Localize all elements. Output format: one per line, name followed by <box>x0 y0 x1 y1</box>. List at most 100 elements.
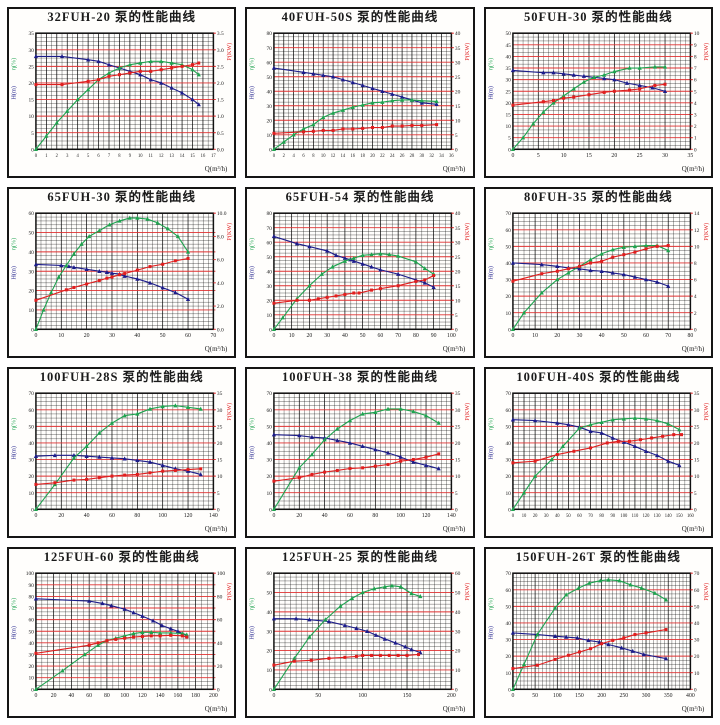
svg-text:120: 120 <box>642 514 650 519</box>
svg-text:70: 70 <box>505 211 511 217</box>
svg-text:20: 20 <box>58 513 64 519</box>
svg-text:70: 70 <box>588 514 593 519</box>
svg-text:10: 10 <box>694 244 700 250</box>
svg-text:0: 0 <box>455 147 458 153</box>
svg-text:60: 60 <box>267 60 273 66</box>
pump-performance-chart: 0 5 10 15 20 25 30 3505101520253035404550012345… <box>487 31 709 173</box>
svg-text:60: 60 <box>694 588 700 594</box>
svg-text:20: 20 <box>505 474 511 480</box>
svg-text:2: 2 <box>56 154 59 159</box>
svg-text:20: 20 <box>455 269 461 275</box>
svg-text:0: 0 <box>273 154 276 159</box>
chart-title: 32FUH-20 泵的性能曲线 <box>47 10 196 24</box>
svg-text:2: 2 <box>694 124 697 130</box>
power-axis-label: P(KW) <box>464 223 471 241</box>
curve-eta <box>273 253 435 330</box>
svg-text:10: 10 <box>560 153 566 159</box>
svg-text:30: 30 <box>505 458 511 464</box>
svg-text:30: 30 <box>325 333 331 339</box>
svg-text:40: 40 <box>455 211 461 217</box>
svg-text:60: 60 <box>185 333 191 339</box>
flow-axis-label: Q(m³/h) <box>443 345 466 353</box>
svg-text:10: 10 <box>28 491 34 497</box>
svg-text:50: 50 <box>621 333 627 339</box>
pump-chart-panel: 65FUH-54 泵的性能曲线 0 10 20 30 40 50 60 70 80 90 100 0 1… <box>245 187 475 358</box>
svg-text:70: 70 <box>665 333 671 339</box>
svg-text:0: 0 <box>270 147 273 153</box>
svg-text:40: 40 <box>84 513 90 519</box>
curve-eta <box>512 579 666 690</box>
svg-text:20: 20 <box>28 474 34 480</box>
svg-text:40: 40 <box>455 31 461 37</box>
svg-text:10: 10 <box>321 154 326 159</box>
svg-text:34: 34 <box>440 154 445 159</box>
chart-title: 80FUH-35 泵的性能曲线 <box>523 190 673 204</box>
svg-text:0.0: 0.0 <box>217 327 224 333</box>
flow-axis-label: Q(m³/h) <box>205 525 228 533</box>
svg-text:40: 40 <box>267 441 273 447</box>
svg-text:40: 40 <box>505 621 511 627</box>
svg-text:5: 5 <box>455 491 458 497</box>
pump-performance-chart: 0 20 40 60 80 100 120 1400102030405060700510152… <box>11 391 233 533</box>
svg-text:10.0: 10.0 <box>217 211 227 217</box>
pump-chart-panel: 100FUH-28S 泵的性能曲线 0 20 40 60 80 100 120 140 0 10 2… <box>7 367 237 538</box>
svg-text:15: 15 <box>455 104 461 110</box>
svg-text:20: 20 <box>28 81 34 87</box>
flow-axis-label: Q(m³/h) <box>681 525 704 533</box>
svg-text:6.0: 6.0 <box>217 258 224 264</box>
svg-text:0: 0 <box>508 327 511 333</box>
svg-text:30: 30 <box>28 269 34 275</box>
pump-chart-panel: 100FUH-38 泵的性能曲线 0 20 40 60 80 100 120 140 0 10 20… <box>245 367 475 538</box>
svg-text:10: 10 <box>505 671 511 677</box>
svg-text:4.0: 4.0 <box>217 281 224 287</box>
svg-text:15: 15 <box>694 458 700 464</box>
svg-text:30: 30 <box>544 514 549 519</box>
svg-text:0: 0 <box>508 687 511 693</box>
svg-text:2: 2 <box>694 311 697 317</box>
svg-text:40: 40 <box>505 261 511 267</box>
svg-text:35: 35 <box>28 31 34 37</box>
svg-text:200: 200 <box>447 693 456 699</box>
curve-eta <box>35 631 187 690</box>
svg-text:20: 20 <box>297 513 303 519</box>
svg-text:12: 12 <box>331 154 336 159</box>
svg-text:0: 0 <box>511 153 514 159</box>
svg-text:30: 30 <box>505 78 511 84</box>
svg-text:140: 140 <box>209 513 218 519</box>
pump-chart-panel: 32FUH-20 泵的性能曲线 0 1 2 3 4 5 6 7 8 9 10 11 12 13 14 15 16… <box>7 7 237 178</box>
svg-text:10: 10 <box>58 333 64 339</box>
power-axis-label: P(KW) <box>703 403 710 421</box>
pump-performance-chart: 0 2 4 6 8 10 12 14 16 18 20 22 24 26 28 30 32 34 360102030… <box>249 31 471 173</box>
svg-text:20: 20 <box>455 649 461 655</box>
svg-text:30: 30 <box>267 629 273 635</box>
eta-axis-label: η(%) <box>487 598 494 610</box>
svg-text:45: 45 <box>505 43 511 49</box>
curve-h <box>274 618 421 654</box>
svg-text:50: 50 <box>505 604 511 610</box>
svg-text:0: 0 <box>217 687 220 693</box>
svg-text:140: 140 <box>447 513 456 519</box>
svg-text:30: 30 <box>267 104 273 110</box>
head-axis-label: H(m) <box>11 626 18 639</box>
svg-text:50: 50 <box>28 629 34 635</box>
svg-text:120: 120 <box>422 513 431 519</box>
svg-text:6: 6 <box>97 154 100 159</box>
svg-text:80: 80 <box>134 513 140 519</box>
svg-text:1: 1 <box>45 154 48 159</box>
svg-text:10: 10 <box>455 474 461 480</box>
svg-text:20: 20 <box>694 654 700 660</box>
svg-text:5: 5 <box>536 153 539 159</box>
svg-text:30: 30 <box>28 652 34 658</box>
svg-text:35: 35 <box>505 66 511 72</box>
head-axis-label: H(m) <box>11 86 18 99</box>
pump-performance-chart: 0 50 100 150 200 250 300 350 4000102030405060700… <box>487 571 709 713</box>
svg-text:35: 35 <box>455 391 461 397</box>
svg-text:80: 80 <box>217 594 223 600</box>
eta-axis-label: η(%) <box>249 598 256 610</box>
svg-text:10: 10 <box>455 298 461 304</box>
svg-text:60: 60 <box>109 513 115 519</box>
svg-text:40: 40 <box>455 610 461 616</box>
svg-text:0: 0 <box>31 687 34 693</box>
svg-text:250: 250 <box>619 693 628 699</box>
svg-text:50: 50 <box>267 255 273 261</box>
